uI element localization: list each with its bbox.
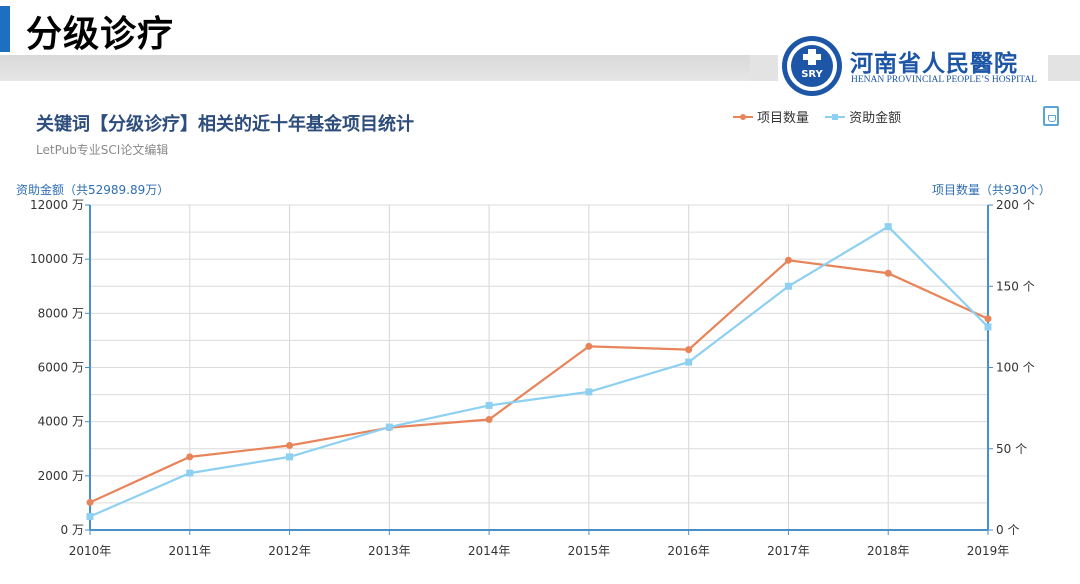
legend-label-count: 项目数量: [757, 111, 810, 126]
legend-swatch-count: [733, 112, 753, 122]
left-tick-label: 12000 万: [30, 198, 84, 212]
chart-title: 关键词【分级诊疗】相关的近十年基金项目统计: [36, 114, 414, 135]
data-point-amount: [385, 423, 393, 431]
header-band: [0, 55, 750, 81]
data-point-count: [784, 256, 792, 264]
title-accent-bar: [0, 6, 10, 52]
right-tick-label: 200 个: [996, 198, 1035, 212]
x-tick-label: 2017年: [767, 544, 810, 558]
data-point-count: [286, 442, 294, 449]
left-axis-title: 资助金额（共52989.89万）: [16, 183, 170, 197]
right-tick-label: 150 个: [996, 279, 1035, 293]
data-point-amount: [286, 453, 294, 461]
x-tick-label: 2013年: [368, 544, 411, 558]
x-tick-label: 2019年: [967, 544, 1010, 558]
chart-subtitle: LetPub专业SCI论文编辑: [36, 143, 169, 157]
data-point-count: [984, 315, 992, 323]
left-tick-label: 10000 万: [30, 252, 84, 266]
x-tick-label: 2012年: [268, 544, 311, 558]
data-point-count: [186, 453, 194, 461]
right-tick-label: 0 个: [996, 523, 1019, 537]
data-point-count: [585, 342, 593, 350]
hospital-name: 河南省人民醫院: [850, 50, 1018, 77]
page-title: 分级诊疗: [26, 14, 175, 55]
left-tick-label: 0 万: [61, 523, 84, 537]
data-point-amount: [884, 223, 892, 231]
legend-label-amount: 资助金额: [849, 111, 902, 126]
series-line-amount: [89, 225, 989, 518]
data-point-amount: [685, 358, 693, 366]
x-tick-label: 2014年: [468, 544, 511, 558]
right-tick-label: 50 个: [996, 442, 1027, 456]
data-point-amount: [784, 282, 792, 290]
data-point-amount: [186, 469, 194, 477]
data-point-count: [884, 269, 892, 277]
x-tick-label: 2016年: [667, 544, 710, 558]
hospital-name-en: HENAN PROVINCIAL PEOPLE’S HOSPITAL: [851, 75, 1037, 85]
x-tick-label: 2010年: [69, 544, 112, 558]
data-point-count: [685, 346, 693, 354]
data-point-count: [485, 416, 493, 423]
left-tick-label: 8000 万: [38, 306, 84, 320]
series-line-count: [89, 259, 989, 504]
x-tick-label: 2018年: [867, 544, 910, 558]
right-axis-title: 项目数量（共930个）: [932, 183, 1051, 197]
x-tick-label: 2011年: [169, 544, 212, 558]
left-tick-label: 2000 万: [38, 469, 84, 483]
right-tick-label: 100 个: [996, 361, 1035, 375]
legend-item-count[interactable]: 项目数量: [733, 107, 809, 126]
legend-swatch-amount: [825, 112, 846, 122]
data-point-count: [86, 498, 94, 506]
save-image-icon[interactable]: [1043, 106, 1059, 126]
data-point-amount: [984, 323, 992, 331]
x-tick-label: 2015年: [568, 544, 611, 558]
data-point-amount: [86, 512, 94, 520]
left-tick-label: 6000 万: [38, 361, 84, 375]
data-point-amount: [585, 388, 593, 396]
chart-legend: 项目数量 资助金额: [733, 107, 913, 126]
data-point-amount: [485, 401, 493, 409]
legend-item-amount[interactable]: 资助金额: [825, 107, 901, 126]
left-tick-label: 4000 万: [38, 415, 84, 429]
